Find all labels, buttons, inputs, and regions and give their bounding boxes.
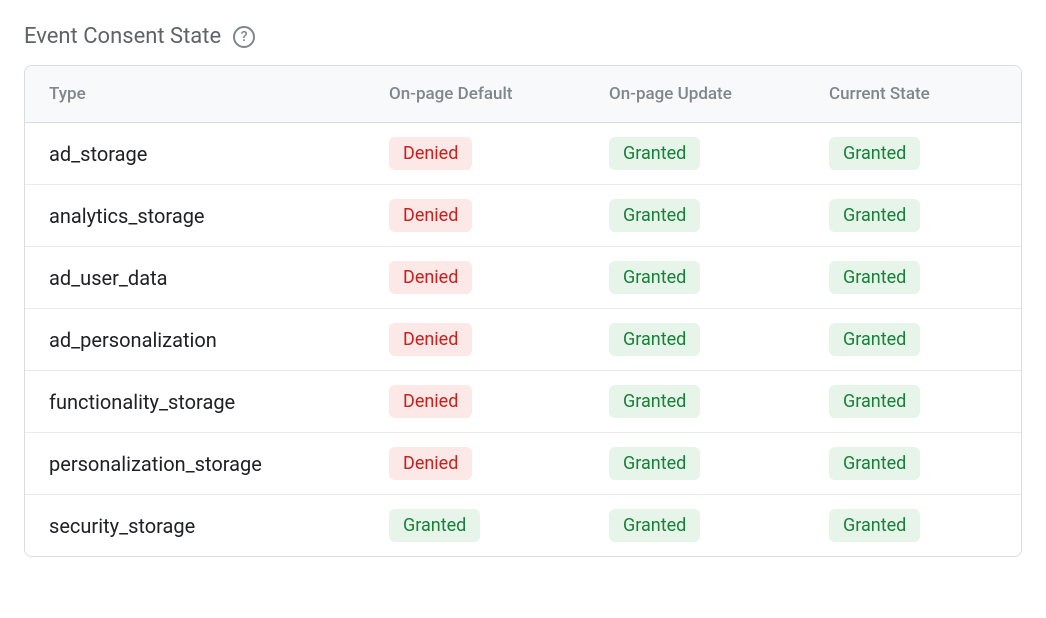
status-cell: Granted [829, 261, 997, 294]
status-cell: Granted [609, 137, 829, 170]
status-cell: Granted [829, 509, 997, 542]
type-cell: functionality_storage [49, 390, 389, 414]
type-cell: analytics_storage [49, 204, 389, 228]
consent-table: Type On-page Default On-page Update Curr… [24, 65, 1022, 557]
status-badge: Denied [389, 447, 472, 480]
status-badge: Granted [609, 137, 700, 170]
panel-title: Event Consent State [24, 24, 221, 49]
status-cell: Granted [829, 447, 997, 480]
type-cell: personalization_storage [49, 452, 389, 476]
status-badge: Granted [829, 509, 920, 542]
status-cell: Denied [389, 261, 609, 294]
status-cell: Denied [389, 323, 609, 356]
status-badge: Denied [389, 137, 472, 170]
column-header-current: Current State [829, 84, 997, 104]
status-cell: Granted [829, 137, 997, 170]
table-body: ad_storageDeniedGrantedGrantedanalytics_… [25, 123, 1021, 556]
status-badge: Granted [829, 261, 920, 294]
table-row: functionality_storageDenied Granted Grante… [25, 371, 1021, 433]
status-cell: Granted [829, 385, 997, 418]
table-row: ad_user_dataDenied Granted Granted [25, 247, 1021, 309]
status-cell: Granted [609, 447, 829, 480]
status-cell: Granted [609, 323, 829, 356]
status-cell: Denied [389, 137, 609, 170]
status-badge: Granted [609, 261, 700, 294]
table-row: security_storageGrantedGrantedGranted [25, 495, 1021, 556]
status-badge: Granted [829, 447, 920, 480]
table-row: ad_storageDenied Granted Granted [25, 123, 1021, 185]
status-cell: Granted [609, 509, 829, 542]
status-badge: Granted [609, 323, 700, 356]
status-badge: Granted [389, 509, 480, 542]
type-cell: ad_storage [49, 142, 389, 166]
status-badge: Granted [609, 447, 700, 480]
help-icon[interactable]: ? [233, 26, 255, 48]
status-cell: Granted [609, 385, 829, 418]
status-cell: Granted [829, 323, 997, 356]
column-header-default: On-page Default [389, 84, 609, 104]
table-header-row: Type On-page Default On-page Update Curr… [25, 66, 1021, 123]
status-cell: Granted [609, 199, 829, 232]
status-badge: Denied [389, 323, 472, 356]
status-badge: Denied [389, 261, 472, 294]
status-cell: Denied [389, 385, 609, 418]
column-header-type: Type [49, 84, 389, 104]
status-badge: Granted [829, 199, 920, 232]
table-row: analytics_storageDenied Granted Granted [25, 185, 1021, 247]
table-row: personalization_storageDenied Granted Gran… [25, 433, 1021, 495]
type-cell: security_storage [49, 514, 389, 538]
status-cell: Granted [829, 199, 997, 232]
status-cell: Denied [389, 199, 609, 232]
status-badge: Granted [829, 137, 920, 170]
type-cell: ad_user_data [49, 266, 389, 290]
status-badge: Granted [609, 509, 700, 542]
status-badge: Granted [609, 385, 700, 418]
status-cell: Denied [389, 447, 609, 480]
status-badge: Denied [389, 199, 472, 232]
table-row: ad_personalizationDenied Granted Granted [25, 309, 1021, 371]
status-badge: Granted [829, 385, 920, 418]
status-badge: Granted [829, 323, 920, 356]
column-header-update: On-page Update [609, 84, 829, 104]
status-badge: Denied [389, 385, 472, 418]
panel-header: Event Consent State ? [24, 24, 1022, 49]
type-cell: ad_personalization [49, 328, 389, 352]
status-cell: Granted [609, 261, 829, 294]
status-badge: Granted [609, 199, 700, 232]
status-cell: Granted [389, 509, 609, 542]
